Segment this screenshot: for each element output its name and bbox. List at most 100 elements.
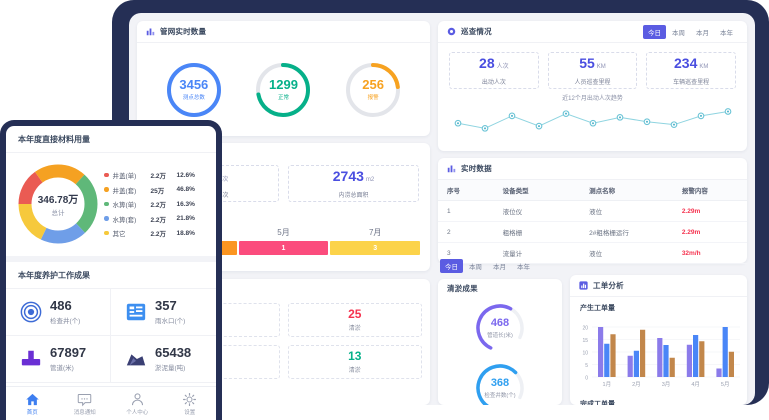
produced-orders-chart: 20 15 10 5 0 1月 2月 3月 4月 5月 — [582, 326, 740, 388]
patrol-trend-chart — [454, 108, 732, 132]
alarm-ring-3: 256 报警 — [344, 61, 402, 119]
result-title: 清淤成果 — [447, 283, 478, 293]
nav-label: 个人中心 — [126, 409, 149, 416]
table-cell-1: 液位仪 — [493, 200, 581, 222]
stat-caption: 出动人次 — [481, 80, 506, 86]
svg-text:5月: 5月 — [721, 381, 730, 388]
maintain-card-title: 本年度养护工作成果 — [6, 256, 216, 289]
patrol-tab-2[interactable]: 本月 — [696, 29, 709, 37]
material-donut-section: 346.78万 总计 井盖(单) 2.2万 12.6% 井盖(套) 25万 46.8% 水箅… — [6, 153, 216, 256]
patrol-header: 巡查情况 今日 本周 本月 本年 — [438, 21, 747, 43]
svg-text:15: 15 — [582, 338, 588, 344]
table-row[interactable]: 2 粗格栅 2#粗格栅运行 2.29m — [438, 221, 747, 243]
legend-name: 井盖(套) — [112, 187, 137, 195]
result-tabs[interactable]: 今日 本周 本月 本年 — [440, 259, 535, 273]
month-value: 1 — [238, 241, 329, 255]
alarm-count-title: 管网实时数量 — [160, 27, 207, 36]
patrol-trend-title: 近12个月出动人次趋势 — [562, 96, 623, 102]
legend-name: 井盖(单) — [112, 173, 137, 180]
alarm-count-card: 管网实时数量 3456 测点总数 1299 正常 256 报警 — [137, 21, 430, 136]
table-cell-2: 液位 — [580, 242, 673, 264]
result-tab-3[interactable]: 本年 — [517, 264, 530, 271]
alarm-ring-group: 3456 测点总数 1299 正常 256 报警 — [137, 43, 430, 136]
patrol-title: 巡查情况 — [461, 27, 492, 36]
stat-value: 28 — [479, 55, 495, 71]
legend-percent: 16.3% — [176, 200, 195, 208]
result-card: 清淤成果 468 管道长(米) 368 检查井数(个) — [438, 279, 562, 405]
maintain-item-2[interactable]: 67897 管道(米) — [6, 336, 111, 383]
work-quad-item-3: 13 清淤 — [287, 345, 422, 379]
nav-label: 消息通知 — [73, 409, 96, 416]
sludge-icon — [126, 354, 146, 366]
stat-value: 2743 — [332, 168, 364, 184]
legend-value: 25万 — [150, 187, 165, 195]
svg-text:2月: 2月 — [632, 381, 641, 388]
stat-unit: 人次 — [496, 64, 509, 70]
nav-label: 首页 — [26, 409, 38, 416]
maintain-item-3[interactable]: 65438 淤泥量(吨) — [111, 336, 216, 383]
maintain-label: 检查井(个) — [50, 318, 81, 325]
stat-caption: 车辆巡查里程 — [673, 80, 710, 86]
flood-stat-1: 2743 m2 内涝总面积 — [288, 165, 419, 202]
table-col-1: 设备类型 — [493, 180, 581, 201]
material-donut-sublabel: 总计 — [51, 210, 65, 217]
month-value: 3 — [330, 241, 421, 255]
material-donut-total: 346.78万 — [37, 195, 79, 206]
nav-item-gear[interactable]: 设置 — [164, 392, 217, 416]
table-row[interactable]: 1 液位仪 液位 2.29m — [438, 200, 747, 222]
legend-item-3: 水箅(套) 2.2万 21.8% — [104, 214, 206, 224]
material-card-title: 本年度直接材料用量 — [6, 126, 216, 153]
work-quad-label: 清淤 — [348, 326, 361, 332]
alarm-ring-value: 3456 — [179, 76, 209, 92]
alarm-count-header: 管网实时数量 — [137, 21, 430, 43]
maintain-item-0[interactable]: 486 检查井(个) — [6, 289, 111, 336]
result-tab-2[interactable]: 本月 — [493, 264, 506, 271]
patrol-tab-3[interactable]: 本年 — [720, 29, 733, 37]
alarm-ring-caption: 测点总数 — [182, 95, 205, 102]
grate-icon — [126, 303, 146, 321]
gauge-caption: 管道长(米) — [487, 332, 513, 339]
phone-overlay-card: 本年度直接材料用量 346.78万 总计 井盖(单) 2.2万 12.6% 井盖(套)… — [0, 120, 222, 420]
nav-item-home[interactable]: 首页 — [6, 392, 59, 416]
produced-orders-title: 产生工单量 — [580, 305, 615, 312]
gauge-caption: 检查井数(个) — [484, 392, 516, 399]
legend-dot-icon — [104, 201, 109, 207]
gauge-value: 468 — [490, 316, 510, 329]
patrol-tabs[interactable]: 今日 本周 本月 本年 — [643, 24, 738, 39]
alarm-ring-caption: 报警 — [367, 95, 379, 102]
pipe-icon — [21, 350, 41, 366]
result-gauge-group: 468 管道长(米) 368 检查井数(个) — [438, 297, 562, 405]
maintain-item-1[interactable]: 357 雨水口(个) — [111, 289, 216, 336]
material-donut-legend: 井盖(单) 2.2万 12.6% 井盖(套) 25万 46.8% 水箅(单) 2.2万 16.3… — [104, 170, 206, 238]
chart-box-icon — [579, 281, 588, 290]
work-quad-value: 13 — [348, 349, 362, 363]
month-bar-2: 7月 3 — [330, 227, 421, 255]
realtime-table-header: 实时数据 — [438, 158, 747, 180]
gauge-value: 368 — [490, 376, 510, 389]
stat-unit: 人次 — [216, 177, 229, 183]
patrol-stat-2: 234 KM 车辆巡查里程 — [646, 52, 737, 89]
legend-value: 2.2万 — [150, 231, 167, 238]
table-cell-2: 液位 — [580, 200, 673, 222]
result-tab-1[interactable]: 本周 — [469, 264, 482, 271]
alarm-ring-value: 256 — [362, 76, 384, 92]
month-label: 5月 — [277, 228, 290, 237]
result-tab-0[interactable]: 今日 — [440, 259, 463, 273]
nav-item-chat[interactable]: 消息通知 — [59, 392, 112, 416]
stat-unit: m2 — [365, 177, 375, 183]
nav-item-person[interactable]: 个人中心 — [111, 392, 164, 416]
maintain-value: 357 — [155, 298, 177, 313]
bottom-nav[interactable]: 首页 消息通知 个人中心 设置 — [6, 386, 216, 420]
chat-icon — [78, 393, 92, 406]
alarm-ring-caption: 正常 — [277, 95, 289, 102]
table-row[interactable]: 3 流量计 液位 32m/h — [438, 242, 747, 264]
patrol-tab-1[interactable]: 本周 — [672, 29, 685, 37]
stat-caption: 人员巡查里程 — [574, 80, 611, 86]
svg-text:4月: 4月 — [691, 381, 700, 388]
order-analysis-header: 工单分析 — [570, 275, 747, 297]
svg-text:20: 20 — [582, 326, 588, 332]
result-header: 清淤成果 — [438, 279, 562, 297]
realtime-table-card: 实时数据 序号 设备类型 测点名称 报警内容 1 液位仪 液位 2.29m 2 粗格栅 2#粗格栅… — [438, 158, 747, 264]
patrol-tab-0[interactable]: 今日 — [643, 24, 666, 39]
table-cell-0: 1 — [438, 200, 494, 222]
